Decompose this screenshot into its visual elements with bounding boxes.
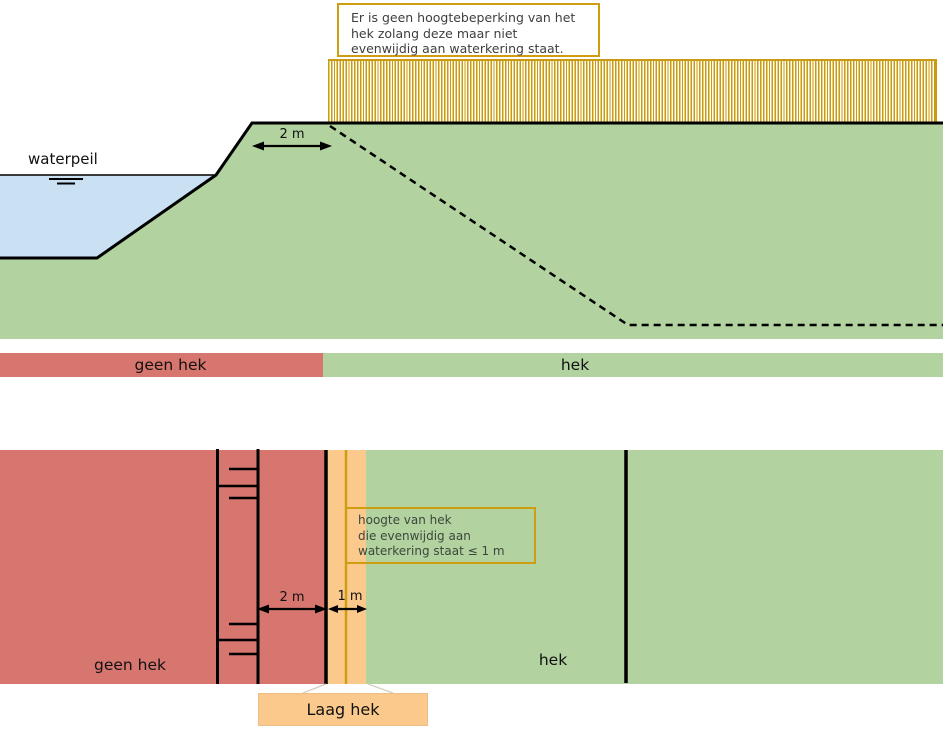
arrowhead-right-icon [320,141,332,151]
plan-zone-hek [366,450,943,684]
top-callout-line2: hek zolang deze maar niet [351,25,518,41]
embankment-polygon [0,123,943,339]
top-callout-line1: Er is geen hoogtebeperking van het [351,10,576,25]
laag-hek-label-box: Laag hek [258,693,428,726]
dimension-label-2m-top: 2 m [279,127,305,142]
legend-label-hek: hek [560,356,590,374]
plan-zone-geen-hek [0,450,325,684]
water-polygon [0,175,216,258]
top-callout-box: Er is geen hoogtebeperking van het hek z… [337,3,600,57]
callout-connector-left [302,683,327,694]
plan-label-geen-hek: geen hek [94,656,166,674]
legend-bar-hek [323,353,943,377]
dike-outline [0,121,943,260]
arrowhead-left-icon [252,141,264,151]
dimension-label-2m-plan: 2 m [279,590,305,605]
plan-callout-line2: die evenwijdig aan [358,528,471,543]
waterpeil-label: waterpeil [28,150,98,168]
tall-fence-hatched-band [328,59,937,123]
dashed-zone-boundary [329,124,943,327]
callout-connector-right [367,683,394,694]
plan-callout-line3: waterkering staat ≤ 1 m [358,544,505,558]
legend-label-geen-hek: geen hek [134,356,207,374]
plan-zone-laag-hek-strip [325,450,366,684]
plan-callout-line1: hoogte van hek [358,513,452,527]
plan-label-hek: hek [538,651,568,669]
dimension-label-1m-plan: 1 m [337,589,363,604]
top-callout-line3: evenwijdig aan waterkering staat. [351,41,564,56]
legend-bar-geen-hek [0,353,323,377]
plan-callout-box: hoogte van hek die evenwijdig aan waterk… [345,507,536,564]
